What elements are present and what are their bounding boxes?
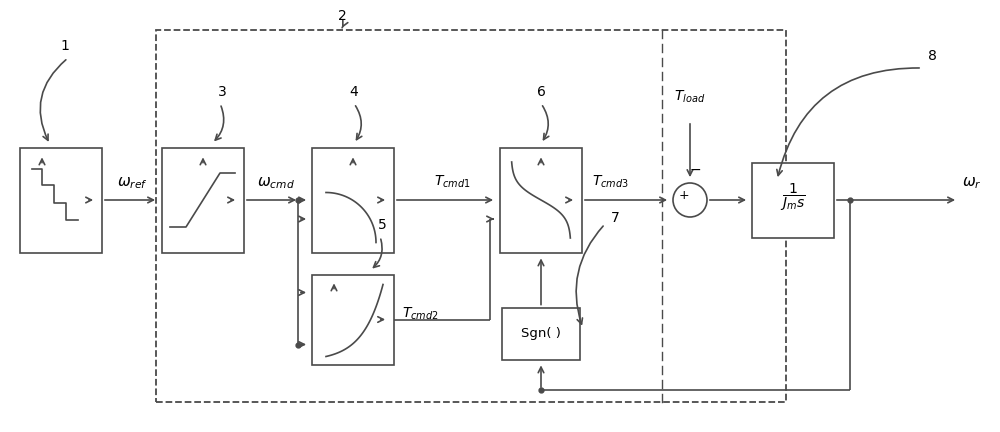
Text: $T_{load}$: $T_{load}$ bbox=[674, 89, 706, 105]
Text: $\omega_{ref}$: $\omega_{ref}$ bbox=[117, 175, 147, 191]
Text: $T_{cmd2}$: $T_{cmd2}$ bbox=[402, 305, 439, 322]
Text: +: + bbox=[679, 188, 689, 201]
Text: 6: 6 bbox=[537, 85, 545, 98]
Text: 5: 5 bbox=[378, 217, 386, 232]
Text: 7: 7 bbox=[611, 211, 619, 225]
FancyBboxPatch shape bbox=[162, 147, 244, 252]
FancyBboxPatch shape bbox=[502, 308, 580, 359]
Text: −: − bbox=[689, 163, 701, 177]
Text: $T_{cmd3}$: $T_{cmd3}$ bbox=[592, 174, 629, 190]
FancyBboxPatch shape bbox=[752, 162, 834, 238]
Text: 1: 1 bbox=[61, 39, 69, 53]
FancyBboxPatch shape bbox=[500, 147, 582, 252]
Text: 8: 8 bbox=[928, 49, 936, 63]
Text: 4: 4 bbox=[350, 85, 358, 98]
FancyBboxPatch shape bbox=[20, 147, 102, 252]
Text: $\omega_r$: $\omega_r$ bbox=[962, 175, 982, 191]
Text: Sgn( ): Sgn( ) bbox=[521, 327, 561, 340]
Text: $\omega_{cmd}$: $\omega_{cmd}$ bbox=[257, 175, 295, 191]
Text: $\dfrac{1}{J_m s}$: $\dfrac{1}{J_m s}$ bbox=[780, 181, 806, 213]
Text: 3: 3 bbox=[218, 85, 226, 98]
FancyBboxPatch shape bbox=[312, 147, 394, 252]
FancyBboxPatch shape bbox=[312, 274, 394, 365]
Text: 2: 2 bbox=[338, 9, 346, 23]
Text: $T_{cmd1}$: $T_{cmd1}$ bbox=[434, 174, 470, 190]
